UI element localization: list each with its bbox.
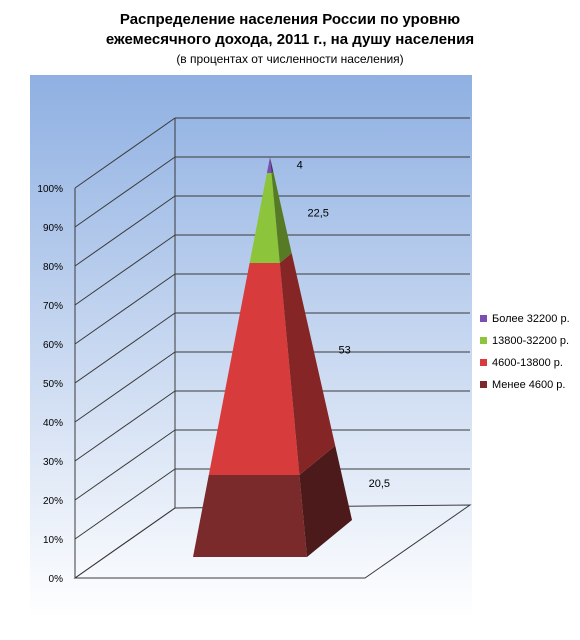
legend-swatch [480,315,487,322]
floor [73,504,472,579]
legend-label: 13800-32200 р. [492,335,569,347]
pyramid [193,157,352,557]
pyramid-segment-front [193,475,307,557]
legend-swatch [480,337,487,344]
pyramid-segment-side [270,157,274,173]
chart-title-line-2: ежемесячного дохода, 2011 г., на душу на… [106,31,474,48]
pyramid-segment-front [208,263,300,475]
y-tick-label: 40% [43,418,63,429]
y-tick-label: 100% [37,184,63,195]
y-tick-label: 0% [49,574,64,585]
legend: Более 32200 р. 13800-32200 р. 4600-13800 р… [480,313,570,391]
grid-line-side [74,234,176,306]
pyramid-segment-side [299,445,352,557]
pyramid-segment-side [279,253,336,475]
data-label: 53 [339,344,351,356]
y-tick-label: 10% [43,535,63,546]
legend-label: Более 32200 р. [492,313,570,325]
y-tick-label: 50% [43,379,63,390]
grid-line-side [74,468,176,540]
pyramid-segment-front [249,173,280,263]
data-label: 20,5 [369,478,390,490]
grid-line-side [74,156,176,228]
y-tick-label: 60% [43,340,63,351]
grid-line-side [74,312,176,384]
legend-swatch [480,381,487,388]
y-tick-label: 30% [43,457,63,468]
data-label: 22,5 [308,207,329,219]
legend-label: Менее 4600 р. [492,379,565,391]
grid-line-side [74,351,176,423]
data-label: 4 [297,159,303,171]
y-tick-label: 20% [43,496,63,507]
legend-swatch [480,359,487,366]
grid-line-side [74,390,176,462]
grid: 0% 10% 20% 30% 40% 50% 60% 70% 80% 90% 100% [37,117,472,585]
legend-label: 4600-13800 р. [492,357,563,369]
y-tick-label: 70% [43,301,63,312]
grid-line-side [74,273,176,345]
y-tick-label: 80% [43,262,63,273]
y-tick-label: 90% [43,223,63,234]
chart-subtitle: (в процентах от численности населения) [176,52,403,66]
grid-line-side [74,195,176,267]
chart-title-line-1: Распределение населения России по уровню [120,11,460,28]
data-labels: 20,5 53 22,5 4 [297,159,390,490]
grid-line-side [74,117,176,189]
pyramid-segment-front [266,157,272,173]
pyramid-segment-side [271,171,292,263]
grid-line-side [74,429,176,501]
